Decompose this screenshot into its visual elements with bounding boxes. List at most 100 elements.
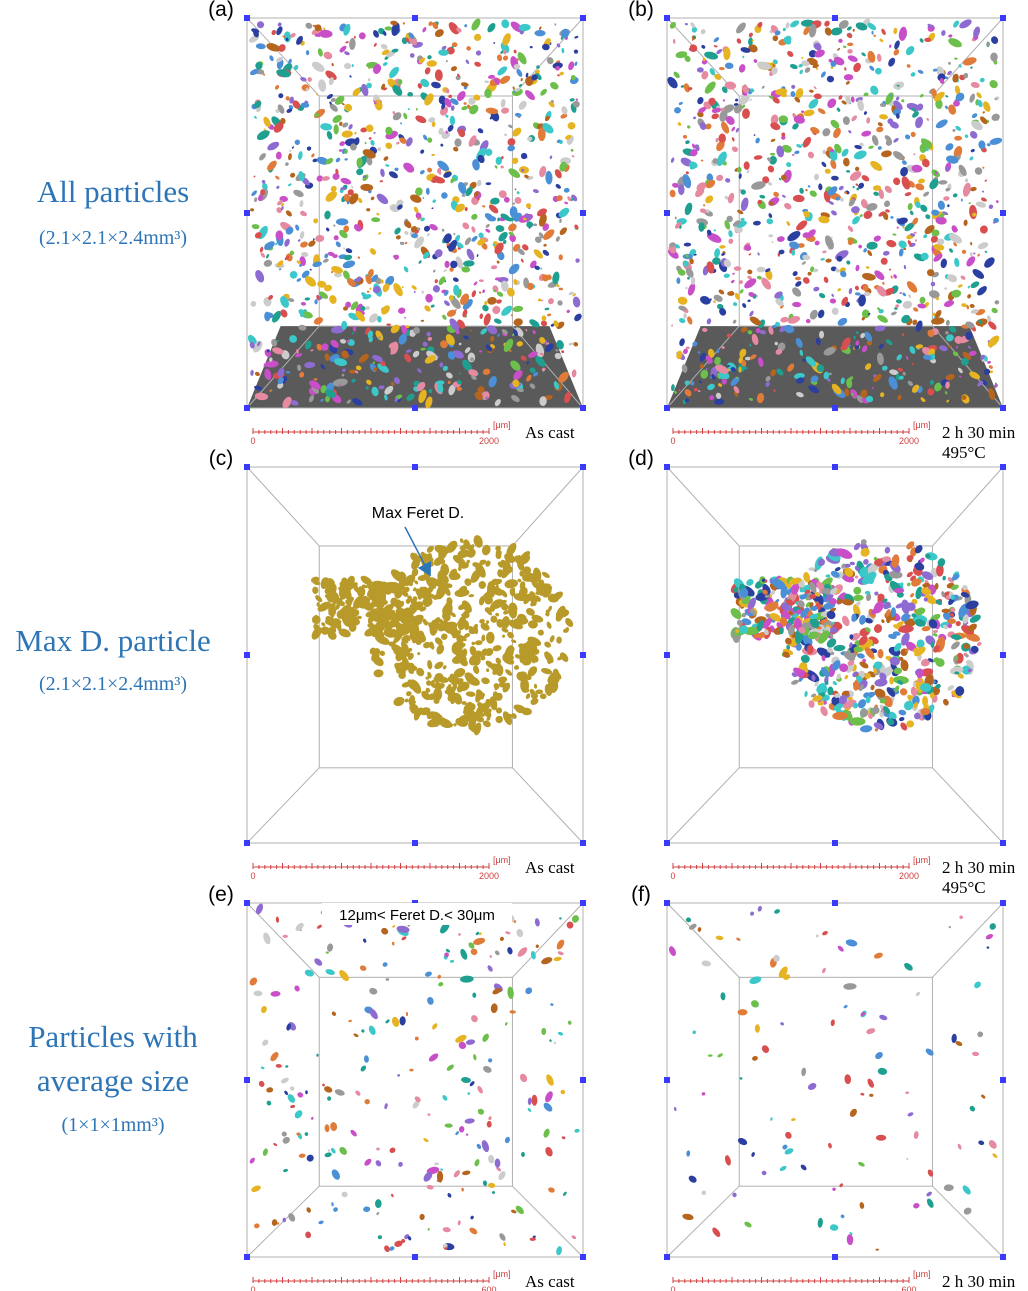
particle <box>478 581 486 589</box>
particle <box>427 167 433 173</box>
particle <box>906 720 915 728</box>
particle <box>883 695 893 708</box>
particle <box>907 203 913 211</box>
particle <box>343 247 346 250</box>
particle <box>926 269 935 277</box>
particle <box>299 200 304 208</box>
particle <box>899 656 904 662</box>
particle <box>485 107 499 115</box>
particle <box>672 182 679 188</box>
particle <box>525 203 532 209</box>
particle <box>276 207 280 212</box>
particle <box>430 304 435 308</box>
particle <box>685 254 689 258</box>
particle <box>278 93 284 99</box>
particle <box>271 1219 278 1226</box>
particle <box>564 391 571 404</box>
particle <box>384 1103 388 1110</box>
particle <box>341 350 349 359</box>
particle <box>784 202 792 210</box>
particle <box>376 1147 380 1151</box>
particle <box>915 607 926 616</box>
particle <box>427 718 443 728</box>
particle <box>762 589 768 595</box>
particle <box>674 216 677 220</box>
particle <box>494 663 504 677</box>
particle <box>254 232 262 239</box>
particle <box>441 228 445 232</box>
particle <box>372 355 383 363</box>
particle <box>571 154 575 158</box>
particle <box>781 135 786 140</box>
particle <box>325 969 335 976</box>
particle <box>920 683 932 692</box>
particle <box>564 627 570 633</box>
particle <box>771 241 774 244</box>
particle <box>756 632 767 639</box>
particle <box>780 344 786 349</box>
particle <box>297 364 302 371</box>
particle <box>253 175 256 178</box>
particle <box>896 226 899 229</box>
particle <box>522 652 532 663</box>
particle <box>822 250 827 254</box>
particle <box>458 1126 465 1133</box>
particle <box>513 279 518 285</box>
particle <box>920 658 930 667</box>
particle <box>295 353 303 358</box>
particle <box>801 143 804 146</box>
particle <box>485 224 490 228</box>
particle <box>932 312 936 316</box>
particle <box>746 170 750 174</box>
particle <box>497 66 508 76</box>
particle <box>910 233 916 237</box>
particle <box>556 43 561 48</box>
particle <box>703 204 706 207</box>
particle <box>924 37 931 43</box>
particle <box>471 375 477 380</box>
particle <box>425 689 431 694</box>
particle <box>455 1034 467 1043</box>
particle <box>978 141 981 144</box>
particle <box>401 681 412 688</box>
particle <box>450 612 456 618</box>
particle <box>826 75 835 83</box>
particle <box>486 631 495 644</box>
particle <box>993 217 1000 223</box>
particle <box>377 1235 383 1240</box>
particle <box>285 37 289 42</box>
particle <box>870 160 883 171</box>
particle <box>974 167 983 175</box>
particle <box>927 388 935 396</box>
panel <box>664 464 1006 869</box>
particle <box>360 1065 367 1072</box>
particle <box>782 27 786 32</box>
particle <box>454 203 465 213</box>
particle <box>708 97 716 106</box>
particle <box>733 103 739 106</box>
particle <box>679 338 685 347</box>
particle <box>298 171 305 182</box>
particle <box>977 381 984 387</box>
particle <box>858 182 865 189</box>
particle <box>312 238 315 241</box>
particle <box>514 188 517 191</box>
particle <box>949 326 957 333</box>
particle <box>833 127 841 139</box>
particle <box>815 934 819 938</box>
particle <box>409 704 416 714</box>
particle <box>910 593 915 598</box>
particle <box>414 580 419 585</box>
handle <box>580 464 586 470</box>
particle <box>748 44 758 53</box>
particle <box>265 360 279 368</box>
particle <box>746 579 754 586</box>
particle <box>552 62 563 69</box>
particle <box>561 28 570 38</box>
particle <box>854 144 862 150</box>
particle <box>836 673 841 680</box>
scale-start: 0 <box>670 1285 675 1291</box>
particle <box>450 105 455 111</box>
particle <box>384 385 394 395</box>
particle <box>815 337 821 346</box>
